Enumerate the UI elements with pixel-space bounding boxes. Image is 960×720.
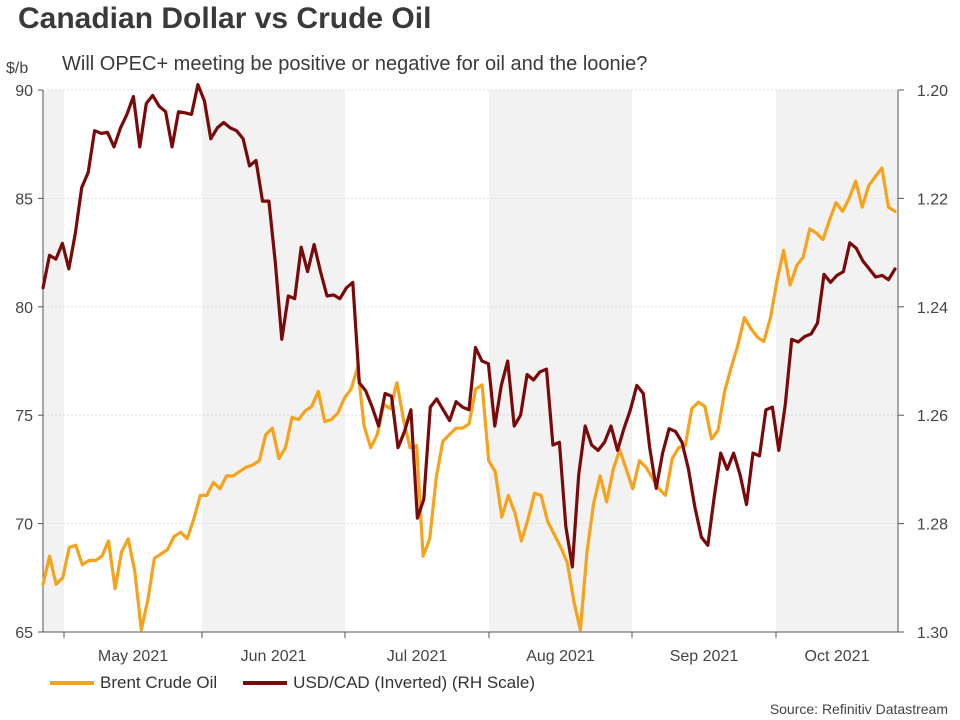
left-tick-label: 75: [15, 408, 33, 425]
right-tick-label: 1.24: [917, 300, 948, 317]
x-tick-label: Jul 2021: [387, 648, 448, 665]
legend-label-brent: Brent Crude Oil: [100, 673, 218, 692]
source-note: Source: Refinitiv Datastream: [769, 701, 948, 717]
right-tick-label: 1.26: [917, 408, 948, 425]
legend-label-usdcad: USD/CAD (Inverted) (RH Scale): [293, 673, 535, 692]
left-tick-label: 70: [15, 517, 33, 534]
series-line-brent: [41, 166, 897, 632]
legend-item-brent: Brent Crude Oil: [50, 673, 217, 693]
legend-swatch-usdcad: [243, 681, 288, 685]
shaded-month-band: [489, 90, 632, 632]
x-tick-label: Jun 2021: [241, 648, 307, 665]
legend-item-usdcad: USD/CAD (Inverted) (RH Scale): [243, 673, 535, 693]
series-line-usdcad: [41, 82, 897, 569]
shaded-month-band: [776, 90, 898, 632]
left-axis-unit-label: $/b: [6, 60, 29, 77]
x-tick-label: Sep 2021: [670, 648, 739, 665]
shaded-month-band: [202, 90, 345, 632]
shaded-month-band: [43, 90, 64, 632]
left-tick-label: 90: [15, 83, 33, 100]
x-tick-label: Oct 2021: [805, 648, 870, 665]
left-tick-label: 65: [15, 625, 33, 642]
chart-legend: Brent Crude Oil USD/CAD (Inverted) (RH S…: [50, 673, 561, 693]
right-tick-label: 1.20: [917, 83, 948, 100]
right-tick-label: 1.22: [917, 191, 948, 208]
right-tick-label: 1.28: [917, 517, 948, 534]
left-tick-label: 85: [15, 191, 33, 208]
left-tick-label: 80: [15, 300, 33, 317]
chart-subtitle: Will OPEC+ meeting be positive or negati…: [62, 53, 648, 75]
x-tick-label: May 2021: [98, 648, 168, 665]
legend-swatch-brent: [50, 681, 94, 685]
chart-title: Canadian Dollar vs Crude Oil: [18, 2, 432, 35]
right-tick-label: 1.30: [917, 625, 948, 642]
x-tick-label: Aug 2021: [526, 648, 595, 665]
